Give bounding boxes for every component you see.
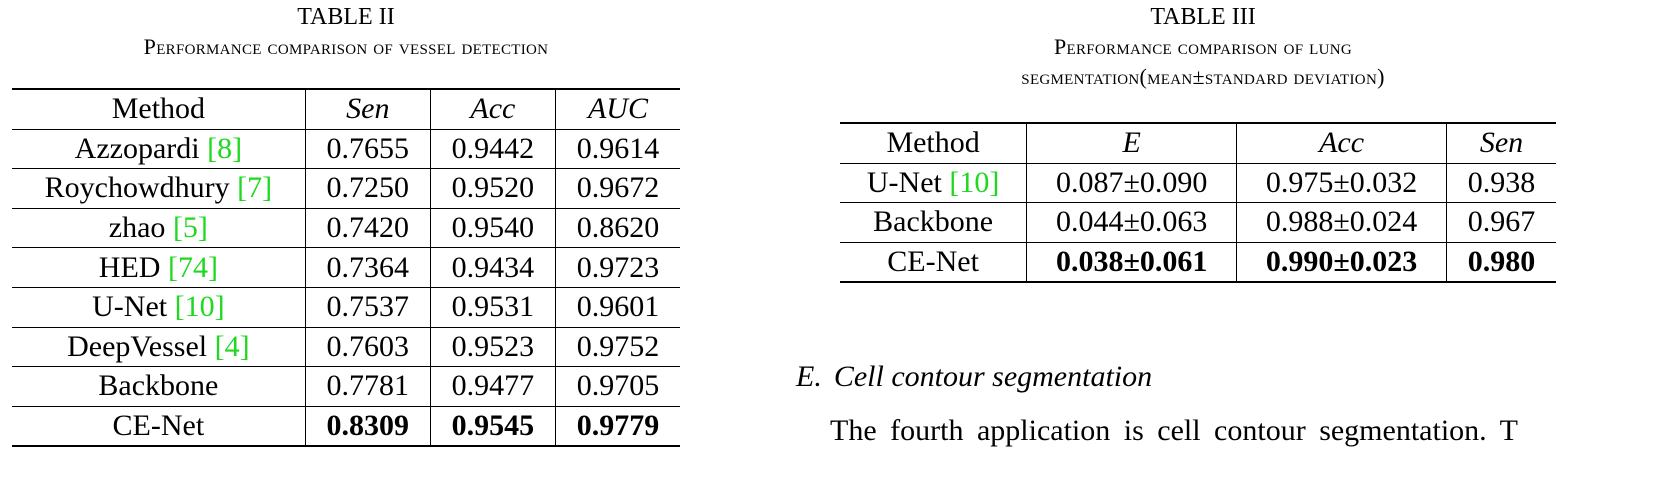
value-cell: 0.9779 — [554, 406, 680, 448]
value-cell: 0.9545 — [429, 406, 556, 448]
value-cell: 0.990±0.023 — [1236, 242, 1448, 283]
citation-link[interactable]: [10] — [174, 290, 225, 324]
citation-link[interactable]: [5] — [172, 211, 208, 245]
value-cell: 0.9531 — [429, 287, 556, 328]
table3-title-line1: Performance comparison of lung — [1053, 34, 1353, 59]
citation-link[interactable]: [4] — [214, 329, 250, 363]
header-acc: Acc — [1236, 122, 1448, 164]
method-cell: CE-Net — [12, 406, 306, 448]
value-cell: 0.044±0.063 — [1026, 202, 1238, 243]
header-sen: Sen — [304, 87, 431, 130]
value-cell: 0.087±0.090 — [1026, 163, 1238, 203]
method-cell: HED [74] — [12, 247, 306, 288]
table2-title: Performance comparison of vessel detecti… — [143, 34, 549, 59]
table3-label: TABLE III — [1150, 4, 1256, 30]
value-cell: 0.7537 — [304, 287, 431, 328]
value-cell: 0.8620 — [554, 208, 680, 249]
citation-link[interactable]: [74] — [167, 250, 218, 284]
value-cell: 0.8309 — [304, 406, 431, 448]
table-row: DeepVessel [4] 0.7603 0.9523 0.9752 — [12, 327, 680, 368]
value-cell: 0.975±0.032 — [1236, 163, 1448, 203]
method-cell: Backbone — [840, 202, 1028, 243]
method-name: U-Net — [92, 290, 168, 324]
table-row: Roychowdhury [7] 0.7250 0.9520 0.9672 — [12, 168, 680, 209]
value-cell: 0.938 — [1446, 163, 1556, 203]
value-cell: 0.7250 — [304, 168, 431, 209]
value-cell: 0.7655 — [304, 129, 431, 170]
value-cell: 0.9477 — [429, 366, 556, 407]
value-cell: 0.9672 — [554, 168, 680, 209]
method-cell: CE-Net — [840, 242, 1028, 283]
section-number: E. — [796, 360, 822, 393]
section-title: Cell contour segmentation — [833, 360, 1153, 393]
table2-label: TABLE II — [297, 4, 395, 30]
table-row: HED [74] 0.7364 0.9434 0.9723 — [12, 247, 680, 288]
value-cell: 0.9523 — [429, 327, 556, 368]
table3: Method E Acc Sen U-Net [10] 0.087±0.090 0.… — [840, 122, 1556, 283]
method-cell: Roychowdhury [7] — [12, 168, 306, 209]
method-name: HED — [98, 250, 161, 284]
table3-title-line2: segmentation(mean±standard deviation) — [1021, 64, 1385, 89]
citation-link[interactable]: [10] — [949, 165, 1000, 199]
citation-link[interactable]: [8] — [207, 131, 243, 165]
value-cell: 0.7603 — [304, 327, 431, 368]
table-row: Backbone 0.044±0.063 0.988±0.024 0.967 — [840, 202, 1556, 243]
value-cell: 0.9705 — [554, 366, 680, 407]
value-cell: 0.980 — [1446, 242, 1556, 283]
value-cell: 0.9601 — [554, 287, 680, 328]
value-cell: 0.038±0.061 — [1026, 242, 1238, 283]
section-heading: E. Cell contour segmentation — [796, 360, 1152, 394]
table2-caption: TABLE II Performance comparison of vesse… — [12, 2, 680, 62]
table-row: CE-Net 0.038±0.061 0.990±0.023 0.980 — [840, 242, 1556, 283]
table2-header-row: Method Sen Acc AUC — [12, 87, 680, 130]
method-name: CE-Net — [112, 409, 205, 443]
method-cell: U-Net [10] — [12, 287, 306, 328]
header-auc: AUC — [554, 87, 680, 130]
citation-link[interactable]: [7] — [237, 171, 273, 205]
header-acc: Acc — [429, 87, 556, 130]
value-cell: 0.9520 — [429, 168, 556, 209]
method-name: DeepVessel — [67, 329, 208, 363]
method-cell: Azzopardi [8] — [12, 129, 306, 170]
value-cell: 0.9614 — [554, 129, 680, 170]
value-cell: 0.9723 — [554, 247, 680, 288]
header-method: Method — [840, 122, 1028, 164]
method-name: CE-Net — [887, 244, 979, 278]
method-cell: Backbone — [12, 366, 306, 407]
value-cell: 0.7420 — [304, 208, 431, 249]
table-row: CE-Net 0.8309 0.9545 0.9779 — [12, 406, 680, 448]
value-cell: 0.9540 — [429, 208, 556, 249]
value-cell: 0.7781 — [304, 366, 431, 407]
method-name: Backbone — [873, 205, 994, 239]
method-name: U-Net — [866, 165, 942, 199]
table3-header-row: Method E Acc Sen — [840, 122, 1556, 164]
table2: Method Sen Acc AUC Azzopardi [8] 0.7655 0.… — [12, 87, 680, 448]
method-name: Backbone — [98, 369, 219, 403]
header-sen: Sen — [1446, 122, 1556, 164]
value-cell: 0.9442 — [429, 129, 556, 170]
header-e: E — [1026, 122, 1238, 164]
value-cell: 0.9434 — [429, 247, 556, 288]
value-cell: 0.7364 — [304, 247, 431, 288]
table3-caption: TABLE III Performance comparison of lung… — [840, 2, 1566, 92]
body-paragraph: The fourth application is cell contour s… — [830, 414, 1518, 447]
value-cell: 0.988±0.024 — [1236, 202, 1448, 243]
table-row: Backbone 0.7781 0.9477 0.9705 — [12, 366, 680, 407]
value-cell: 0.9752 — [554, 327, 680, 368]
table-row: Azzopardi [8] 0.7655 0.9442 0.9614 — [12, 129, 680, 170]
value-cell: 0.967 — [1446, 202, 1556, 243]
method-name: zhao — [108, 211, 166, 245]
method-cell: DeepVessel [4] — [12, 327, 306, 368]
method-cell: zhao [5] — [12, 208, 306, 249]
method-cell: U-Net [10] — [840, 163, 1028, 203]
table-row: zhao [5] 0.7420 0.9540 0.8620 — [12, 208, 680, 249]
method-name: Azzopardi — [74, 131, 200, 165]
table-row: U-Net [10] 0.087±0.090 0.975±0.032 0.938 — [840, 163, 1556, 203]
method-name: Roychowdhury — [44, 171, 230, 205]
header-method: Method — [12, 87, 306, 130]
table-row: U-Net [10] 0.7537 0.9531 0.9601 — [12, 287, 680, 328]
